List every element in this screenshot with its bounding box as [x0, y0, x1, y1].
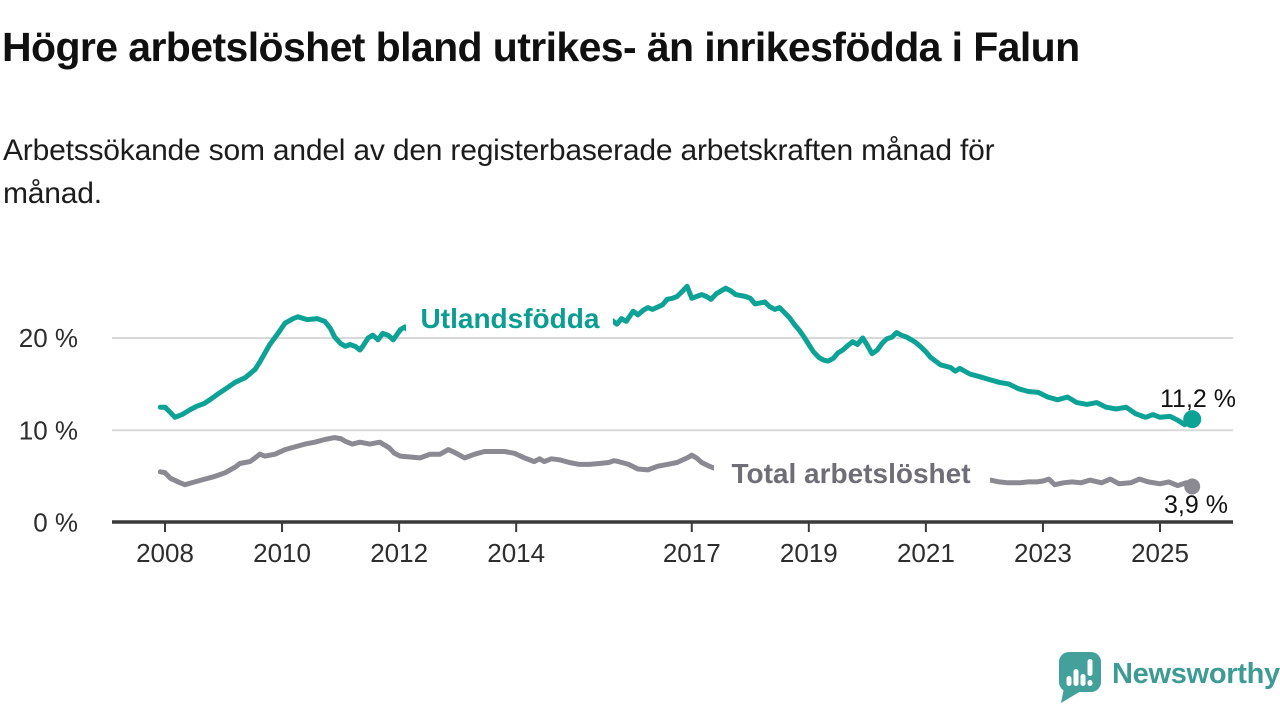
series-line-total: [157, 435, 1195, 489]
x-tick-label-2014: 2014: [487, 538, 545, 568]
x-tick-label-2017: 2017: [663, 538, 721, 568]
newsworthy-speech-bubble-bar-chart-icon: [1059, 652, 1101, 703]
series-end-dot-utlandsfodda: [1183, 410, 1202, 429]
y-tick-label-0: 0 %: [33, 508, 78, 538]
subtitle-line-2: månad.: [3, 177, 102, 210]
series-end-dot-total: [1184, 478, 1201, 495]
series-label-total: Total arbetslöshet: [731, 458, 970, 489]
series-label-mask-utlandsfodda: [406, 296, 613, 336]
series-end-value-utlandsfodda: 11,2 %: [1160, 385, 1236, 413]
subtitle-line-1: Arbetssökande som andel av den registerb…: [3, 134, 995, 167]
newsworthy-brand: Newsworthy: [1057, 650, 1280, 704]
series-end-value-total: 3,9 %: [1164, 491, 1228, 519]
page-subtitle: Arbetssökande som andel av den registerb…: [3, 129, 1223, 215]
y-tick-label-10: 10 %: [19, 415, 78, 445]
series-line-utlandsfodda: [157, 283, 1195, 428]
x-tick-label-2021: 2021: [897, 538, 955, 568]
brand-name: Newsworthy: [1112, 657, 1280, 690]
y-tick-label-20: 20 %: [19, 323, 78, 353]
x-tick-label-2010: 2010: [253, 538, 311, 568]
x-tick-label-2023: 2023: [1014, 538, 1072, 568]
x-tick-label-2019: 2019: [780, 538, 838, 568]
page-title: Högre arbetslöshet bland utrikes- än inr…: [2, 24, 1080, 70]
x-tick-label-2025: 2025: [1131, 538, 1189, 568]
series-label-utlandsfodda: Utlandsfödda: [421, 303, 600, 334]
x-tick-label-2008: 2008: [136, 538, 194, 568]
x-tick-label-2012: 2012: [370, 538, 428, 568]
series-label-mask-total: [714, 452, 990, 493]
